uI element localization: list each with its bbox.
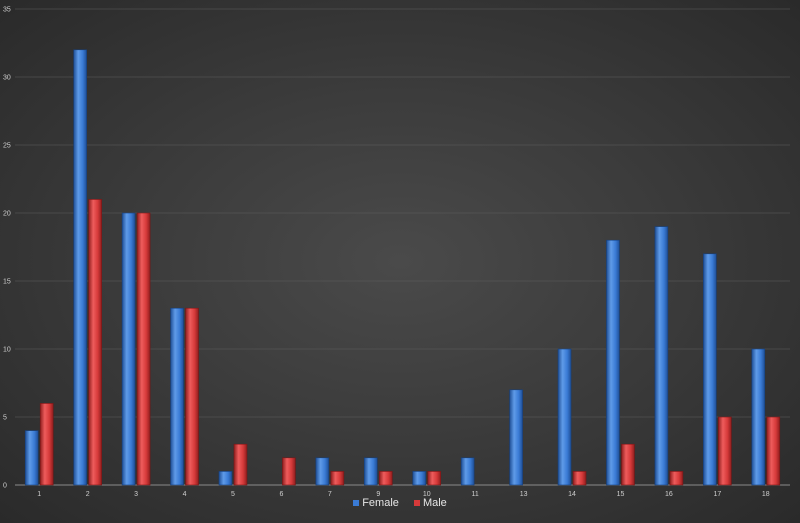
y-tick-label: 25 (3, 143, 11, 150)
y-tick-label: 10 (3, 347, 11, 354)
x-tick-label: 15 (617, 491, 625, 498)
bar-male (572, 471, 587, 486)
bar-male (282, 457, 296, 486)
y-tick-label: 30 (3, 75, 11, 82)
legend-label-male: Male (422, 497, 447, 509)
y-axis: 0 5 10 15 20 25 30 35 (3, 7, 11, 490)
bar-female (24, 430, 39, 486)
x-tick-label: 18 (762, 491, 770, 498)
bar-female (654, 226, 669, 486)
y-tick-label: 0 (3, 483, 7, 490)
legend-item-male: Male (413, 497, 447, 509)
x-tick-label: 16 (665, 491, 673, 498)
x-axis: 1 2 3 4 5 6 7 9 10 11 13 14 15 16 17 18 (37, 491, 770, 498)
bar-female (606, 239, 620, 486)
x-tick-label: 3 (134, 491, 138, 498)
bar-male (233, 443, 248, 486)
y-tick-label: 5 (3, 415, 7, 422)
x-tick-label: 11 (472, 491, 479, 498)
x-tick-label: 6 (279, 491, 283, 498)
bar-male (136, 212, 151, 486)
bar-male (39, 403, 54, 486)
legend-item-female: Female (353, 497, 399, 509)
y-tick-label: 15 (3, 279, 11, 286)
y-tick-label: 35 (3, 7, 11, 14)
bar-female (218, 471, 233, 486)
x-tick-label: 2 (86, 491, 90, 498)
bar-female (751, 348, 766, 486)
legend-label-female: Female (362, 497, 399, 509)
bar-male (621, 443, 635, 486)
x-tick-label: 5 (231, 491, 235, 498)
bar-male (718, 416, 732, 486)
bar-female (509, 389, 523, 486)
x-tick-label: 4 (183, 491, 187, 498)
bar-male (427, 471, 442, 486)
x-tick-label: 14 (568, 491, 576, 498)
bar-male (669, 471, 684, 486)
x-tick-label: 17 (713, 491, 721, 498)
x-tick-label: 7 (328, 491, 332, 498)
bar-male (766, 416, 781, 486)
x-tick-label: 13 (520, 491, 528, 498)
legend: Female Male (0, 497, 800, 509)
bars (24, 49, 781, 486)
bar-female (557, 348, 572, 486)
bar-female (412, 471, 427, 486)
bar-female (73, 49, 87, 486)
bar-female (170, 307, 184, 486)
bar-female (703, 253, 717, 486)
bar-female (363, 457, 378, 486)
bar-male (185, 307, 199, 486)
bar-female (460, 457, 475, 486)
x-tick-label: 9 (376, 491, 380, 498)
bar-male (330, 471, 345, 486)
x-tick-label: 10 (423, 491, 431, 498)
bar-male (88, 199, 102, 486)
y-tick-label: 20 (3, 211, 11, 218)
legend-swatch-male (413, 500, 420, 506)
bar-female (121, 212, 136, 486)
legend-swatch-female (353, 500, 360, 506)
bar-female (315, 457, 330, 486)
bar-male (378, 471, 393, 486)
x-tick-label: 1 (37, 491, 41, 498)
